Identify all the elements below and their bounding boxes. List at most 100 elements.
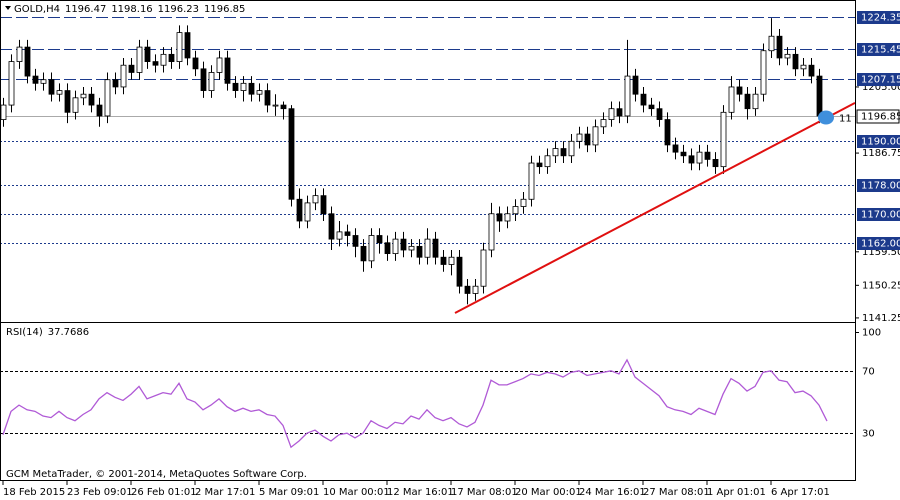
candle-body — [632, 75, 639, 95]
x-tick-label: 6 Apr 17:01 — [771, 487, 830, 498]
candle-body — [448, 256, 455, 265]
candle-body — [96, 104, 103, 117]
candle-body — [352, 235, 359, 247]
x-tick-label: 2 Mar 17:01 — [195, 487, 255, 498]
last-price-box — [856, 109, 900, 124]
candle-body — [608, 108, 615, 120]
x-tick-label: 5 Mar 09:01 — [259, 487, 319, 498]
x-tick-label: 10 Mar 00:01 — [323, 487, 390, 498]
header-high: 1198.16 — [111, 4, 152, 15]
candle-body — [424, 238, 431, 258]
candle-body — [392, 238, 399, 255]
candle-body — [152, 61, 159, 66]
x-tick-label: 23 Feb 09:01 — [67, 487, 133, 498]
candle-body — [768, 35, 775, 52]
y-tick-label: 1150.25 — [862, 280, 900, 291]
candle-body — [224, 57, 231, 84]
candle-body — [792, 53, 799, 70]
footer: GCM MetaTrader, © 2001-2014, MetaQuotes … — [6, 469, 307, 480]
candle-body — [648, 104, 655, 110]
candle-body — [184, 32, 191, 59]
candle-body — [576, 133, 583, 142]
candle-body — [712, 159, 719, 168]
candle-body — [176, 32, 183, 62]
rsi-tick-label: 70 — [862, 367, 875, 378]
x-tick-label: 24 Mar 16:01 — [579, 487, 646, 498]
x-tick-label: 18 Feb 2015 — [3, 487, 65, 498]
candle-body — [680, 151, 687, 157]
candle-body — [80, 93, 87, 99]
header-low: 1196.23 — [158, 4, 199, 15]
last-price-label: 1196.85 — [861, 112, 900, 123]
plot-area: 11 — [0, 17, 855, 449]
header-open: 1196.47 — [65, 4, 106, 15]
candle-body — [280, 104, 287, 110]
level-label-box — [857, 208, 900, 221]
candle-body — [360, 245, 367, 262]
candle-body — [592, 126, 599, 146]
level-label-box — [857, 179, 900, 192]
level-label: 1190.00 — [861, 137, 900, 148]
x-tick-label: 12 Mar 16:01 — [387, 487, 454, 498]
level-label: 1215.45 — [861, 45, 900, 56]
candle-body — [248, 82, 255, 95]
candle-body — [688, 155, 695, 164]
candle-body — [264, 90, 271, 106]
candle-body — [432, 238, 439, 258]
candle-body — [568, 140, 575, 157]
candle-body — [536, 162, 543, 168]
candle-body — [664, 119, 671, 146]
candle-body — [136, 46, 143, 73]
candle-body — [40, 79, 47, 84]
candle-body — [128, 64, 135, 73]
candle-body — [208, 72, 215, 91]
candle-body — [816, 75, 823, 117]
candle-body — [144, 46, 151, 62]
candle-body — [344, 231, 351, 236]
rsi-line — [2, 358, 828, 449]
candle-body — [304, 202, 311, 222]
candle-body — [200, 68, 207, 91]
candle-body — [216, 57, 223, 73]
level-label: 1162.00 — [861, 239, 900, 250]
candle-body — [368, 235, 375, 262]
candle-body — [760, 50, 767, 95]
rsi-tick-label: 100 — [862, 328, 881, 339]
symbol: GOLD,H4 — [14, 4, 60, 15]
candle-body — [696, 151, 703, 164]
candle-body — [192, 57, 199, 70]
candle-body — [312, 195, 319, 204]
candle-body — [160, 53, 167, 66]
candle-body — [720, 111, 727, 168]
header: GOLD,H4 1196.47 1198.16 1196.23 1196.85 — [14, 4, 245, 15]
candle-body — [456, 256, 463, 287]
candle-body — [296, 198, 303, 222]
x-tick-label: 27 Mar 08:01 — [643, 487, 710, 498]
level-label-box — [857, 135, 900, 148]
candle-body — [784, 53, 791, 59]
x-tick-label: 1 Apr 01:01 — [707, 487, 766, 498]
candle-body — [480, 249, 487, 287]
candle-body — [168, 53, 175, 62]
x-tick-label: 17 Mar 08:01 — [451, 487, 518, 498]
x-tick-label: 26 Feb 01:01 — [131, 487, 197, 498]
annotation: 11 — [839, 114, 852, 125]
candle-body — [104, 79, 111, 117]
candle-body — [544, 155, 551, 168]
candle-body — [584, 133, 591, 146]
level-label-box — [857, 73, 900, 86]
candle-body — [24, 46, 31, 77]
candle-body — [744, 93, 751, 110]
y-tick-label: 1205.00 — [862, 82, 900, 93]
candle-body — [232, 82, 239, 91]
level-label: 1224.35 — [861, 13, 900, 24]
candle-body — [600, 119, 607, 128]
candle-body — [328, 213, 335, 240]
candle-body — [288, 108, 295, 200]
rsi-header: RSI(14) 37.7686 — [6, 327, 89, 338]
level-label: 1170.00 — [861, 210, 900, 221]
candle-body — [56, 90, 63, 95]
